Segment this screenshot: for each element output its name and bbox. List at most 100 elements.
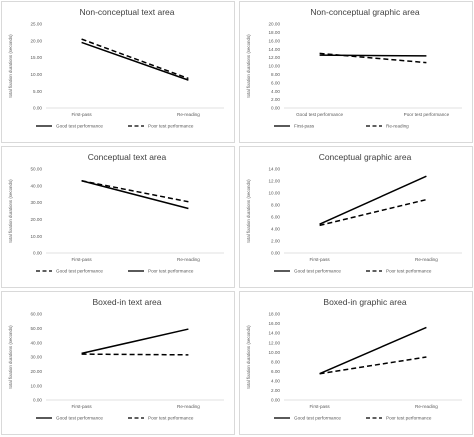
chart-panel-6: Boxed-in graphic area total fixation dura… (239, 291, 473, 435)
y-axis-label: total fixation durations (seconds) (246, 325, 251, 389)
chart-title: Non-conceptual text area (80, 7, 175, 17)
chart-panel-1: Non-conceptual text area total fixation d… (1, 1, 235, 143)
series-line-1 (81, 328, 189, 355)
y-tick-label: 20.00 (31, 217, 43, 222)
x-tick-label: First-pass (72, 112, 93, 117)
series-line-1 (81, 41, 189, 81)
y-tick-label: 8.00 (271, 72, 280, 77)
y-tick-label: 20.00 (269, 22, 281, 27)
legend-label: Good test performance (294, 416, 341, 421)
x-tick-label: Re-reading (177, 112, 200, 117)
y-tick-label: 12.00 (269, 55, 281, 60)
legend-label: Good test performance (56, 416, 103, 421)
y-tick-label: 8.00 (271, 359, 280, 364)
series-line-1 (319, 326, 427, 375)
series-line-2 (319, 356, 427, 375)
y-tick-label: 10.00 (31, 234, 43, 239)
y-tick-label: 0.00 (271, 106, 280, 111)
legend-label: Good test performance (56, 269, 103, 274)
y-axis-label: total fixation durations (seconds) (246, 179, 251, 243)
series-line-1 (81, 180, 189, 203)
x-tick-label: Good test performance (296, 112, 343, 117)
y-axis-label: total fixation durations (seconds) (8, 325, 13, 389)
chart-3-svg: Conceptual text area total fixation durat… (8, 152, 224, 274)
chart-title: Conceptual text area (88, 152, 167, 162)
y-tick-label: 0.00 (271, 398, 280, 403)
y-axis-label: total fixation durations (seconds) (246, 34, 251, 98)
chart-title: Boxed-in text area (93, 297, 162, 307)
y-tick-label: 40.00 (31, 183, 43, 188)
y-tick-label: 50.00 (31, 326, 43, 331)
y-tick-label: 16.00 (269, 321, 281, 326)
y-tick-label: 10.00 (31, 72, 43, 77)
x-tick-label: First-pass (310, 257, 331, 262)
legend-label: Poor test performance (148, 269, 194, 274)
chart-2-svg: Non-conceptual graphic area total fixatio… (246, 7, 462, 129)
x-tick-label: Poor test performance (404, 112, 450, 117)
y-tick-label: 2.00 (271, 97, 280, 102)
y-tick-label: 10.00 (269, 64, 281, 69)
y-tick-label: 4.00 (271, 378, 280, 383)
x-tick-label: Re-reading (415, 257, 438, 262)
y-tick-label: 30.00 (31, 200, 43, 205)
x-tick-label: Re-reading (415, 404, 438, 409)
y-tick-label: 15.00 (31, 55, 43, 60)
chart-1-svg: Non-conceptual text area total fixation d… (8, 7, 224, 129)
y-tick-label: 6.00 (271, 80, 280, 85)
y-tick-label: 12.00 (269, 340, 281, 345)
y-tick-label: 10.00 (269, 191, 281, 196)
legend-label: Poor test performance (148, 124, 194, 129)
y-tick-label: 12.00 (269, 179, 281, 184)
x-tick-label: Re-reading (177, 257, 200, 262)
y-tick-label: 0.00 (33, 106, 42, 111)
y-tick-label: 16.00 (269, 38, 281, 43)
y-tick-label: 40.00 (31, 340, 43, 345)
series-line-2 (81, 180, 189, 210)
series-line-2 (81, 38, 189, 80)
y-tick-label: 14.00 (269, 167, 281, 172)
y-axis-label: total fixation durations (seconds) (8, 179, 13, 243)
y-tick-label: 6.00 (271, 369, 280, 374)
y-tick-label: 4.00 (271, 89, 280, 94)
legend-label: Re-reading (386, 124, 409, 129)
y-tick-label: 2.00 (271, 388, 280, 393)
x-tick-label: First-pass (72, 404, 93, 409)
legend-label: Good test performance (56, 124, 103, 129)
y-tick-label: 20.00 (31, 369, 43, 374)
x-tick-label: First-pass (310, 404, 331, 409)
y-tick-label: 30.00 (31, 355, 43, 360)
chart-4-svg: Conceptual graphic area total fixation du… (246, 152, 462, 274)
y-tick-label: 2.00 (271, 239, 280, 244)
series-line-2 (319, 52, 427, 64)
y-tick-label: 10.00 (31, 383, 43, 388)
y-tick-label: 14.00 (269, 331, 281, 336)
chart-panel-4: Conceptual graphic area total fixation du… (239, 146, 473, 288)
legend-label: Poor test performance (386, 269, 432, 274)
legend-label: First-pass (294, 124, 315, 129)
series-line-1 (319, 175, 427, 225)
x-tick-label: Re-reading (177, 404, 200, 409)
chart-title: Conceptual graphic area (319, 152, 412, 162)
y-tick-label: 0.00 (271, 251, 280, 256)
legend-label: Good test performance (294, 269, 341, 274)
y-tick-label: 0.00 (33, 251, 42, 256)
y-axis-label: total fixation durations (seconds) (8, 34, 13, 98)
chart-6-svg: Boxed-in graphic area total fixation dura… (246, 297, 462, 421)
chart-panel-2: Non-conceptual graphic area total fixatio… (239, 1, 473, 143)
chart-panel-5: Boxed-in text area total fixation duratio… (1, 291, 235, 435)
chart-panel-3: Conceptual text area total fixation durat… (1, 146, 235, 288)
x-tick-label: First-pass (72, 257, 93, 262)
y-tick-label: 18.00 (269, 30, 281, 35)
y-tick-label: 14.00 (269, 47, 281, 52)
legend-label: Poor test performance (386, 416, 432, 421)
y-tick-label: 18.00 (269, 312, 281, 317)
series-line-2 (319, 198, 427, 227)
chart-title: Non-conceptual graphic area (310, 7, 419, 17)
chart-5-svg: Boxed-in text area total fixation duratio… (8, 297, 224, 421)
y-tick-label: 20.00 (31, 38, 43, 43)
y-tick-label: 25.00 (31, 22, 43, 27)
series-line-2 (81, 353, 189, 356)
chart-title: Boxed-in graphic area (323, 297, 406, 307)
y-tick-label: 50.00 (31, 167, 43, 172)
y-tick-label: 0.00 (33, 398, 42, 403)
